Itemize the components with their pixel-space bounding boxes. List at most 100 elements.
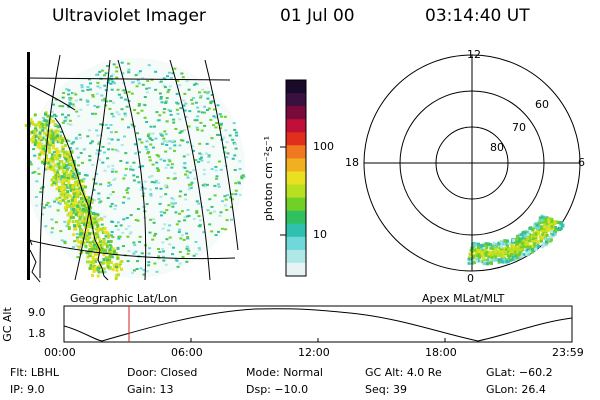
pixel xyxy=(168,71,171,74)
grid-line xyxy=(39,54,61,279)
pixel xyxy=(107,184,111,187)
pixel xyxy=(97,192,101,195)
pixel xyxy=(550,227,554,231)
pixel xyxy=(109,193,113,196)
pixel xyxy=(48,150,52,154)
pixel xyxy=(286,171,306,186)
pixel xyxy=(168,147,172,150)
pixel xyxy=(83,197,87,201)
pixel xyxy=(148,247,152,250)
pixel xyxy=(147,87,151,89)
pixel xyxy=(529,239,533,243)
pixel xyxy=(216,133,219,136)
pixel xyxy=(74,212,78,216)
pixel xyxy=(199,96,203,99)
pixel xyxy=(210,230,214,233)
pixel xyxy=(546,226,550,230)
pixel xyxy=(109,250,113,254)
gcalt-value: 4.0 Re xyxy=(406,366,442,379)
pixel xyxy=(188,110,192,113)
pixel xyxy=(522,239,526,243)
pixel xyxy=(223,151,227,154)
pixel xyxy=(82,177,86,180)
pixel xyxy=(104,235,108,238)
pixel xyxy=(173,144,177,147)
pixel xyxy=(62,185,66,189)
pixel xyxy=(504,258,508,262)
pixel xyxy=(52,144,55,148)
pixel xyxy=(78,216,82,220)
pixel xyxy=(213,108,217,111)
pixel xyxy=(501,241,504,245)
pixel xyxy=(70,157,74,161)
pixel xyxy=(64,208,68,212)
pixel xyxy=(51,135,55,139)
pixel xyxy=(163,86,167,89)
pixel xyxy=(43,126,47,130)
pixel xyxy=(485,262,489,266)
pixel xyxy=(91,274,95,277)
pixel xyxy=(491,247,495,251)
pixel xyxy=(209,102,213,105)
pixel xyxy=(34,123,38,127)
colorbar xyxy=(286,80,306,277)
pixel xyxy=(127,71,131,74)
pixel xyxy=(51,146,55,150)
pixel xyxy=(88,241,92,245)
pixel xyxy=(543,232,547,236)
pixel xyxy=(62,178,66,182)
pixel xyxy=(110,170,114,173)
pixel xyxy=(97,198,101,200)
pixel xyxy=(92,178,96,181)
pixel xyxy=(530,244,534,248)
pixel xyxy=(91,163,95,166)
pixel xyxy=(88,232,91,236)
pixel xyxy=(103,84,107,87)
pixel xyxy=(98,149,102,152)
pixel xyxy=(111,247,115,251)
pixel xyxy=(214,234,218,237)
pixel xyxy=(183,162,187,165)
pixel xyxy=(92,260,96,264)
pixel xyxy=(160,214,163,217)
pixel xyxy=(51,153,55,157)
pixel xyxy=(286,184,306,199)
pixel xyxy=(126,69,130,72)
pixel xyxy=(511,243,514,247)
pixel xyxy=(167,109,171,112)
pixel xyxy=(506,254,510,257)
pixel xyxy=(168,243,172,246)
pixel xyxy=(70,205,74,208)
pixel xyxy=(54,163,58,167)
pixel xyxy=(205,152,208,155)
pixel xyxy=(116,246,120,250)
pixel xyxy=(100,248,104,252)
pixel xyxy=(183,109,187,112)
pixel xyxy=(232,122,236,125)
pixel xyxy=(43,131,47,135)
pixel xyxy=(114,170,118,173)
pixel xyxy=(558,227,562,231)
pixel xyxy=(84,232,88,236)
pixel xyxy=(81,188,84,192)
pixel xyxy=(72,207,76,211)
pixel xyxy=(78,235,82,239)
pixel xyxy=(51,137,55,141)
pixel xyxy=(49,163,53,166)
pixel xyxy=(53,153,56,157)
pixel xyxy=(89,264,93,268)
pixel xyxy=(109,240,113,243)
pixel xyxy=(69,171,73,175)
pixel xyxy=(134,250,138,253)
pixel xyxy=(182,104,186,107)
pixel xyxy=(518,233,522,237)
pixel xyxy=(61,145,65,149)
pixel xyxy=(103,151,106,154)
pixel xyxy=(233,128,237,131)
pixel xyxy=(89,206,93,210)
pixel xyxy=(66,204,70,208)
pixel xyxy=(82,216,86,220)
colorbar-unit: photon cm⁻²s⁻¹ xyxy=(262,135,276,222)
lat-label-60: 60 xyxy=(535,98,549,111)
pixel xyxy=(87,78,91,81)
